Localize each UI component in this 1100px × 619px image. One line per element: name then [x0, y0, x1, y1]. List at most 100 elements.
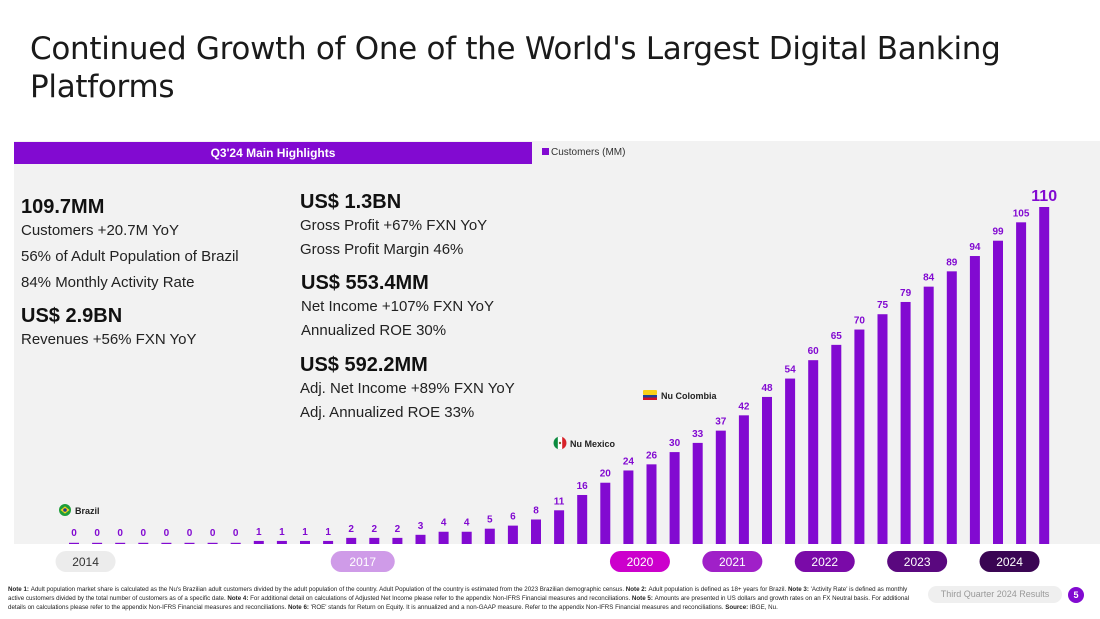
bar-value-label: 2 — [395, 524, 401, 535]
page-number: 5 — [1068, 587, 1084, 603]
note-text: 'Activity Rate' is defined as monthly ac… — [8, 586, 908, 602]
legend-label: Customers (MM) — [551, 147, 626, 158]
note-label: Note 4: — [227, 595, 251, 602]
bar-value-label: 20 — [600, 469, 612, 480]
bar-value-label: 0 — [71, 528, 77, 539]
bar — [323, 540, 334, 544]
bar — [623, 470, 634, 544]
note-text: Adult population is defined as 18+ years… — [648, 586, 788, 593]
chart-legend: Customers (MM) — [542, 147, 625, 159]
year-pill — [887, 551, 948, 572]
bar-value-label: 0 — [141, 528, 147, 539]
note-label: Note 2: — [625, 586, 649, 593]
brazil-flag-globe — [63, 508, 67, 512]
kpi-value: 109.7MM — [21, 196, 105, 218]
year-label: 2017 — [349, 555, 376, 569]
bar-value-label: 1 — [325, 527, 331, 538]
bar-value-label: 94 — [969, 242, 981, 253]
year-label: 2014 — [72, 555, 99, 569]
footnotes: Note 1: Adult population market share is… — [8, 585, 918, 612]
kpi-line: Adj. Annualized ROE 33% — [300, 404, 475, 421]
mexico-flag-red — [562, 436, 567, 450]
bar — [92, 542, 103, 544]
legend-swatch — [542, 148, 549, 155]
note-label: Note 1: — [8, 586, 31, 593]
bar — [276, 540, 287, 544]
bar-value-label: 1 — [256, 527, 262, 538]
bar — [253, 540, 264, 544]
bar — [507, 525, 518, 544]
kpi-line: Gross Profit +67% FXN YoY — [300, 217, 488, 234]
bar — [346, 537, 357, 544]
kpi-line: 56% of Adult Population of Brazil — [21, 248, 239, 265]
country-annotation: Nu Colombia — [661, 391, 717, 401]
bar-value-label: 54 — [785, 365, 797, 376]
kpi-line: Annualized ROE 30% — [301, 322, 447, 339]
bar-value-label: 110 — [1031, 188, 1057, 205]
colombia-flag-blue — [643, 395, 657, 398]
bar-value-label: 2 — [348, 524, 354, 535]
bar — [392, 537, 403, 544]
year-label: 2020 — [627, 555, 654, 569]
colombia-flag-icon — [643, 390, 657, 395]
bar-value-label: 24 — [623, 456, 635, 467]
bar-value-label: 1 — [279, 527, 285, 538]
kpi-value: US$ 592.2MM — [300, 354, 428, 376]
bar — [946, 271, 957, 544]
bar — [138, 542, 149, 544]
bar — [531, 519, 541, 544]
country-annotation: Nu Mexico — [570, 439, 616, 449]
year-label: 2022 — [811, 555, 838, 569]
year-label: 2023 — [904, 555, 931, 569]
year-pill — [330, 551, 395, 572]
bar — [969, 256, 980, 544]
year-label: 2021 — [719, 555, 746, 569]
bar-value-label: 6 — [510, 512, 516, 523]
bar — [161, 542, 172, 544]
year-pill — [979, 551, 1040, 572]
highlights-header: Q3'24 Main Highlights — [14, 142, 532, 164]
bar-value-label: 0 — [94, 528, 100, 539]
bar-value-label: 26 — [646, 450, 658, 461]
bar-value-label: 4 — [464, 518, 470, 529]
bar — [184, 542, 195, 544]
year-pill — [55, 551, 116, 572]
bar-value-label: 60 — [808, 346, 820, 357]
bar — [715, 430, 726, 544]
bar — [692, 442, 703, 544]
note-label: Note 6: — [287, 604, 311, 611]
bar-value-label: 0 — [233, 528, 239, 539]
kpi-revenues: US$ 2.9BN Revenues +56% FXN YoY — [21, 304, 197, 352]
kpi-gross-profit: US$ 1.3BN Gross Profit +67% FXN YoY Gros… — [300, 190, 487, 262]
kpi-net-income: US$ 553.4MM Net Income +107% FXN YoY Ann… — [301, 271, 494, 343]
bar-value-label: 33 — [692, 429, 704, 440]
kpi-customers: 109.7MM Customers +20.7M YoY 56% of Adul… — [21, 195, 239, 295]
bar — [577, 494, 588, 544]
kpi-line: 84% Monthly Activity Rate — [21, 274, 195, 291]
note-text: IBGE, Nu. — [749, 604, 778, 611]
bar — [646, 464, 657, 544]
bar-value-label: 75 — [877, 300, 889, 311]
page-title: Continued Growth of One of the World's L… — [30, 31, 1001, 105]
bar-value-label: 70 — [854, 316, 866, 327]
note-text: Adult population market share is calcula… — [30, 586, 626, 593]
year-pill — [702, 551, 763, 572]
bar-value-label: 48 — [761, 383, 773, 394]
mexico-flag-green — [553, 436, 558, 450]
note-text: For additional detail on calculations of… — [250, 595, 632, 602]
note-text: 'ROE' stands for Return on Equity. It is… — [310, 604, 726, 611]
report-name-pill: Third Quarter 2024 Results — [928, 586, 1062, 603]
bar-value-label: 0 — [187, 528, 193, 539]
bar — [785, 378, 796, 544]
note-label: Note 3: — [787, 586, 811, 593]
bar — [300, 540, 310, 544]
country-annotation: Brazil — [75, 506, 100, 516]
mexico-flag-emblem — [558, 441, 562, 445]
bar — [600, 482, 611, 544]
kpi-value: US$ 553.4MM — [301, 272, 429, 294]
bar — [762, 396, 772, 544]
bar-value-label: 3 — [418, 521, 424, 532]
bar-value-label: 4 — [441, 518, 447, 529]
kpi-value: US$ 1.3BN — [300, 191, 402, 213]
